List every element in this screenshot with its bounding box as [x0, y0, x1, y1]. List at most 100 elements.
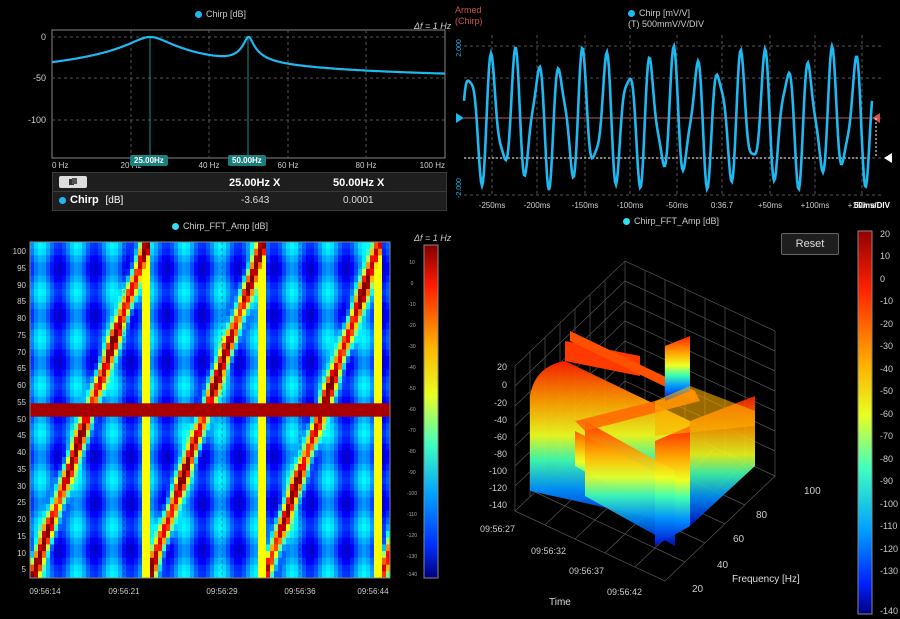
- spectrogram-cell: [374, 510, 379, 518]
- spectrogram-cell: [62, 416, 67, 424]
- spectrogram-cell: [174, 537, 179, 545]
- spectrogram-cell: [366, 557, 371, 565]
- scope-plot[interactable]: 2.000 -2.000 -250ms -200ms -150ms -100ms…: [452, 30, 900, 218]
- spectrogram-cell: [42, 430, 47, 438]
- spectrogram-cell: [190, 510, 195, 518]
- spectrogram-cell: [258, 564, 263, 572]
- spectrogram-cell: [62, 376, 67, 384]
- spectrogram-cell: [170, 369, 175, 377]
- spectrogram-cell: [246, 410, 251, 418]
- spectrogram-cell: [86, 571, 91, 579]
- spectrogram-cell: [90, 544, 95, 552]
- spectrogram-cell: [114, 329, 119, 337]
- spectrogram-cell: [158, 369, 163, 377]
- spec-y-tick: 95: [17, 264, 26, 273]
- cursor-1-tag[interactable]: 25.00Hz: [130, 155, 168, 166]
- spectrogram-cell: [302, 490, 307, 498]
- spectrogram-cell: [242, 450, 247, 458]
- spectrogram-cell: [178, 275, 183, 283]
- spectrogram-cell: [66, 551, 71, 559]
- spectrogram-cell: [86, 483, 91, 492]
- spectrogram-cell: [38, 470, 43, 478]
- spectrogram-cell: [38, 564, 43, 572]
- spectrogram-cell: [178, 430, 183, 438]
- trigger-position-icon[interactable]: [884, 153, 892, 163]
- spectrogram-cell: [54, 248, 59, 256]
- spectrogram-cell: [134, 457, 139, 465]
- spectrogram-cell: [70, 537, 75, 545]
- spectrogram-cell: [118, 490, 123, 498]
- spectrogram-cell: [290, 510, 295, 518]
- spectrogram-cell: [30, 383, 35, 391]
- spectrogram-cell: [142, 531, 147, 539]
- spectrogram-cell: [222, 557, 227, 565]
- spectrogram-cell: [170, 315, 175, 324]
- channel-marker-icon[interactable]: [456, 113, 464, 123]
- spectrogram-cell: [290, 457, 295, 465]
- spectrogram-cell: [206, 268, 211, 277]
- spectrogram-cell: [250, 410, 255, 418]
- spectrogram-cell: [330, 329, 335, 337]
- spectrogram-cell: [318, 423, 323, 431]
- spectrogram-cell: [150, 356, 155, 364]
- spectrogram-cell: [302, 557, 307, 565]
- spectrogram-cell: [58, 295, 63, 303]
- spectrogram-cell: [286, 376, 291, 384]
- cursor-2-tag[interactable]: 50.00Hz: [228, 155, 266, 166]
- copy-icon[interactable]: [59, 176, 87, 188]
- spectrogram-cell: [254, 389, 259, 397]
- spectrogram-cell: [34, 396, 39, 404]
- fft-plot[interactable]: 0 -50 -100 0 Hz 20 Hz 40 Hz 60 Hz 80 Hz …: [0, 28, 452, 174]
- spectrogram-cell: [278, 517, 283, 525]
- spectrogram-cell: [170, 457, 175, 465]
- spectrogram-cell: [242, 349, 247, 357]
- spectrogram-cell: [66, 564, 71, 572]
- spectrogram-cell: [270, 497, 275, 505]
- spectrogram-cell: [234, 336, 239, 344]
- spectrogram-cell: [202, 329, 207, 337]
- spectrogram-cell: [374, 396, 379, 404]
- spectrogram-cell: [138, 571, 143, 579]
- spectrogram-cell: [30, 396, 35, 404]
- spectrogram-cell: [194, 242, 199, 250]
- spectrogram-cell: [346, 443, 351, 451]
- spectrogram-cell: [382, 369, 387, 377]
- spectrogram-cell: [226, 463, 231, 471]
- spectrogram-cell: [246, 430, 251, 438]
- spectrogram-cell: [146, 557, 151, 565]
- spectrogram-cell: [190, 342, 195, 350]
- reset-button[interactable]: Reset: [781, 233, 839, 255]
- spectrogram-cell: [242, 470, 247, 478]
- spectrogram-cell: [206, 423, 211, 431]
- spectrogram-plot[interactable]: 100 95 90 85 80 75 70 65 60 55 50 45 40 …: [0, 240, 450, 600]
- spectrogram-cell: [70, 376, 75, 384]
- spectrogram-cell: [58, 436, 63, 445]
- spectrogram-cell: [182, 363, 187, 371]
- spectrogram-cell: [146, 443, 151, 451]
- spectrogram-cell: [74, 436, 79, 445]
- spectrogram-cell: [322, 430, 327, 438]
- spectrogram-cell: [58, 416, 63, 424]
- spectrogram-cell: [318, 242, 323, 250]
- spectrogram-cell: [210, 356, 215, 364]
- spectrogram-cell: [194, 443, 199, 451]
- spectrogram-cell: [58, 423, 63, 431]
- spectrogram-cell: [70, 255, 75, 263]
- spectrogram-cell: [126, 504, 131, 512]
- spectrogram-cell: [170, 309, 175, 317]
- spectrogram-cell: [146, 450, 151, 458]
- spectrogram-cell: [270, 524, 275, 532]
- spectrogram-cell: [262, 255, 267, 263]
- spectrogram-cell: [54, 315, 59, 324]
- spectrogram-cell: [254, 349, 259, 357]
- spectrogram-cell: [298, 389, 303, 397]
- waterfall-plot[interactable]: 20 0 -20 -40 -60 -80 -100 -120 -140 09:5…: [455, 226, 900, 619]
- spectrogram-cell: [186, 315, 191, 324]
- spectrogram-cell: [186, 410, 191, 418]
- spectrogram-cell: [146, 363, 151, 371]
- spectrogram-cell: [234, 477, 239, 485]
- spectrogram-cell: [370, 248, 375, 256]
- spectrogram-cell: [330, 551, 335, 559]
- spectrogram-cell: [102, 510, 107, 518]
- spectrogram-cell: [386, 551, 391, 559]
